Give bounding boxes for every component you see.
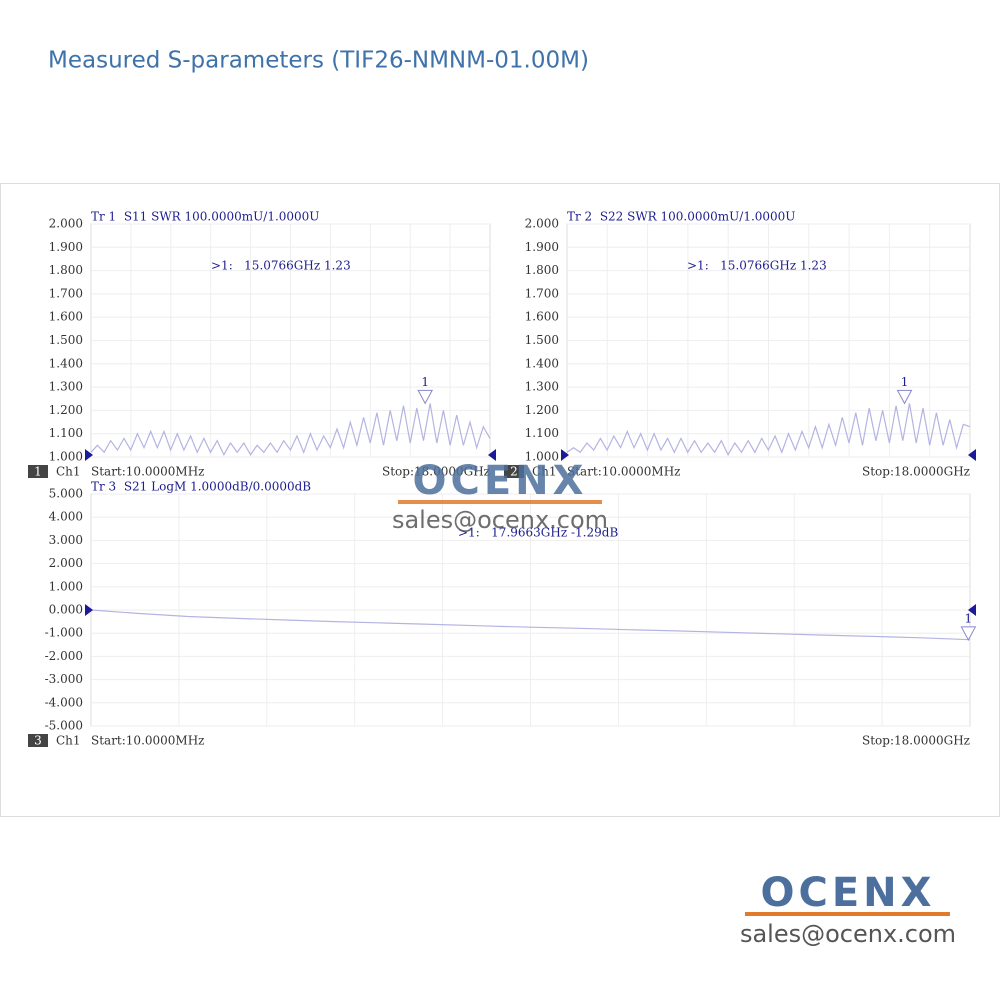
y-tick-label: -5.000	[45, 719, 83, 733]
y-tick-label: 1.500	[525, 333, 559, 347]
y-tick-label: 1.900	[49, 240, 83, 254]
y-tick-label: 2.000	[49, 217, 83, 231]
y-tick-label: 1.800	[525, 263, 559, 277]
marker-label: 1	[901, 375, 909, 389]
y-tick-label: 1.200	[49, 403, 83, 417]
y-tick-label: 4.000	[49, 510, 83, 524]
y-tick-label: -1.000	[45, 626, 83, 640]
footer-logo: OCENX	[761, 870, 936, 916]
marker-readout: >1: 17.9663GHz -1.29dB	[458, 526, 618, 540]
channel-label: Ch1	[532, 465, 557, 479]
ref-arrow	[968, 604, 976, 616]
marker-readout: >1: 15.0766GHz 1.23	[687, 259, 827, 273]
footer-email: sales@ocenx.com	[740, 920, 956, 948]
watermark: OCENX sales@ocenx.com	[392, 458, 608, 534]
channel-label: Ch1	[56, 734, 81, 748]
ref-arrow	[488, 449, 496, 461]
stop-label: Stop:18.0000GHz	[862, 734, 970, 748]
marker	[960, 626, 977, 641]
y-tick-label: 3.000	[49, 533, 83, 547]
channel-number: 2	[510, 465, 518, 479]
channel-badge	[504, 465, 524, 478]
y-tick-label: 1.100	[49, 426, 83, 440]
y-tick-label: 5.000	[49, 487, 83, 501]
y-tick-label: -4.000	[45, 695, 83, 709]
channel-label: Ch1	[56, 465, 81, 479]
start-label: Start:10.0000MHz	[91, 734, 205, 748]
start-label: Start:10.0000MHz	[91, 465, 205, 479]
trace-title: Tr 1 S11 SWR 100.0000mU/1.0000U	[91, 210, 319, 224]
channel-badge	[28, 734, 48, 747]
ref-arrow	[85, 449, 93, 461]
y-tick-label: 1.000	[525, 450, 559, 464]
trace-title: Tr 2 S22 SWR 100.0000mU/1.0000U	[567, 210, 795, 224]
marker	[417, 389, 433, 405]
marker-readout: >1: 15.0766GHz 1.23	[211, 259, 351, 273]
y-tick-label: 1.800	[49, 263, 83, 277]
channel-number: 3	[34, 734, 42, 748]
y-tick-label: 1.000	[49, 579, 83, 593]
y-tick-label: 1.400	[49, 356, 83, 370]
trace-title: Tr 3 S21 LogM 1.0000dB/0.0000dB	[91, 480, 311, 494]
marker-label: 1	[421, 375, 429, 389]
y-tick-label: 0.000	[49, 603, 83, 617]
start-label: Start:10.0000MHz	[567, 465, 681, 479]
y-tick-label: 1.000	[49, 450, 83, 464]
stop-label: Stop:18.0000GHz	[862, 465, 970, 479]
ref-arrow	[561, 449, 569, 461]
y-tick-label: 1.300	[525, 380, 559, 394]
y-tick-label: 1.400	[525, 356, 559, 370]
y-tick-label: 1.600	[49, 310, 83, 324]
trace	[90, 609, 971, 641]
logo-bar	[398, 500, 602, 504]
page-title: Measured S-parameters (TIF26-NMNM-01.00M…	[48, 48, 589, 74]
y-tick-label: 1.500	[49, 333, 83, 347]
marker	[896, 389, 913, 405]
y-tick-label: 1.600	[525, 310, 559, 324]
ref-arrow	[85, 604, 93, 616]
charts: 1.000 1.100 1.200 1.300 1.400 1.500 1.600 1.700…	[28, 210, 977, 748]
y-tick-label: 1.100	[525, 426, 559, 440]
y-tick-label: 2.000	[525, 217, 559, 231]
y-tick-label: 1.900	[525, 240, 559, 254]
trace	[90, 403, 491, 456]
watermark-email: sales@ocenx.com	[392, 506, 608, 534]
y-tick-label: 1.700	[525, 286, 559, 300]
y-tick-label: 1.700	[49, 286, 83, 300]
trace	[566, 403, 971, 456]
y-tick-label: -2.000	[45, 649, 83, 663]
y-tick-label: 1.200	[525, 403, 559, 417]
ref-arrow	[968, 449, 976, 461]
stop-label: Stop:18.0000GHz	[382, 465, 490, 479]
logo-bar	[745, 912, 950, 916]
watermark-logo: OCENX	[413, 458, 588, 504]
marker-label: 1	[965, 611, 973, 625]
channel-badge	[28, 465, 48, 478]
channel-number: 1	[34, 465, 42, 479]
y-tick-label: 1.300	[49, 380, 83, 394]
y-tick-label: 2.000	[49, 556, 83, 570]
y-tick-label: -3.000	[45, 672, 83, 686]
